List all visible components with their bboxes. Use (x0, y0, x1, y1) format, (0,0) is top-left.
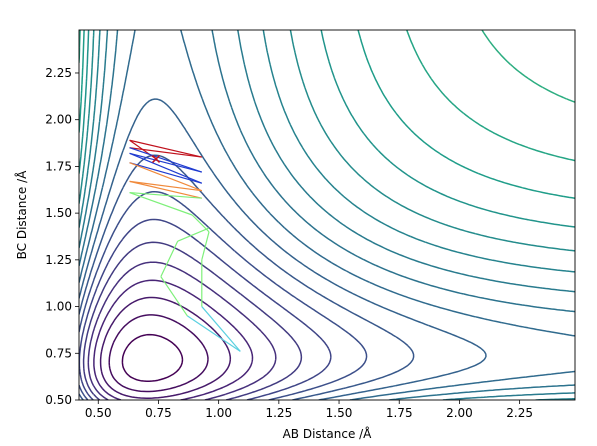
contour-line (79, 190, 368, 400)
trajectory-start-marker (152, 154, 161, 163)
trajectory-segment (129, 147, 202, 173)
y-tick-label: 1.75 (45, 159, 72, 173)
y-axis-label: BC Distance /Å (14, 170, 29, 260)
contour-line (82, 241, 303, 400)
x-tick-label: 2.25 (506, 406, 533, 420)
y-tick-label: 0.50 (45, 393, 72, 407)
contour-line (121, 333, 184, 382)
contour-line (87, 261, 277, 400)
contour-line (79, 98, 487, 400)
contour-line (79, 30, 575, 400)
trajectory-segment (201, 306, 241, 352)
y-axis-ticks: 0.50 0.75 1.00 1.25 1.50 1.75 2.00 2.25 (45, 66, 79, 407)
y-tick-label: 0.75 (45, 346, 72, 360)
contour-line (79, 30, 575, 228)
contour-line (79, 30, 575, 200)
x-tick-label: 0.50 (85, 406, 112, 420)
trajectory-segment (129, 152, 203, 184)
trajectory-segment (129, 162, 202, 184)
y-tick-label: 1.50 (45, 206, 72, 220)
x-axis-ticks: 0.50 0.75 1.00 1.25 1.50 1.75 2.00 2.25 (85, 400, 533, 420)
trajectory-segment (201, 231, 210, 260)
contour-line (79, 30, 575, 162)
trajectory-segment (129, 192, 193, 216)
y-tick-label: 2.25 (45, 66, 72, 80)
contour-line (108, 314, 209, 393)
contour-line (79, 218, 332, 400)
x-tick-label: 1.75 (386, 406, 413, 420)
x-tick-label: 0.75 (145, 406, 172, 420)
contour-line (93, 279, 254, 400)
x-tick-label: 1.50 (326, 406, 353, 420)
trajectory-segment (129, 152, 202, 173)
y-tick-label: 1.00 (45, 300, 72, 314)
contour-line (481, 30, 575, 103)
trajectory-segment (177, 227, 210, 242)
trajectory-segment (129, 191, 202, 199)
x-axis-label: AB Distance /Å (283, 426, 373, 441)
plot-frame (78, 29, 576, 401)
trajectory-segment (129, 180, 202, 192)
y-tick-label: 2.00 (45, 113, 72, 127)
x-tick-label: 1.25 (265, 406, 292, 420)
x-tick-label: 2.00 (446, 406, 473, 420)
trajectory (129, 139, 241, 352)
trajectory-segment (129, 147, 202, 158)
trajectory-segment (129, 162, 203, 192)
trajectory-segment (187, 315, 241, 352)
x-tick-label: 1.00 (205, 406, 232, 420)
y-tick-label: 1.25 (45, 253, 72, 267)
plot-background (79, 30, 575, 400)
contour-line (79, 154, 415, 400)
contour-lines (79, 30, 575, 400)
trajectory-segment (129, 180, 202, 199)
contour-line (79, 30, 575, 400)
trajectory-segment (160, 240, 179, 277)
trajectory-segment (129, 139, 202, 158)
trajectory-segment (160, 276, 188, 317)
